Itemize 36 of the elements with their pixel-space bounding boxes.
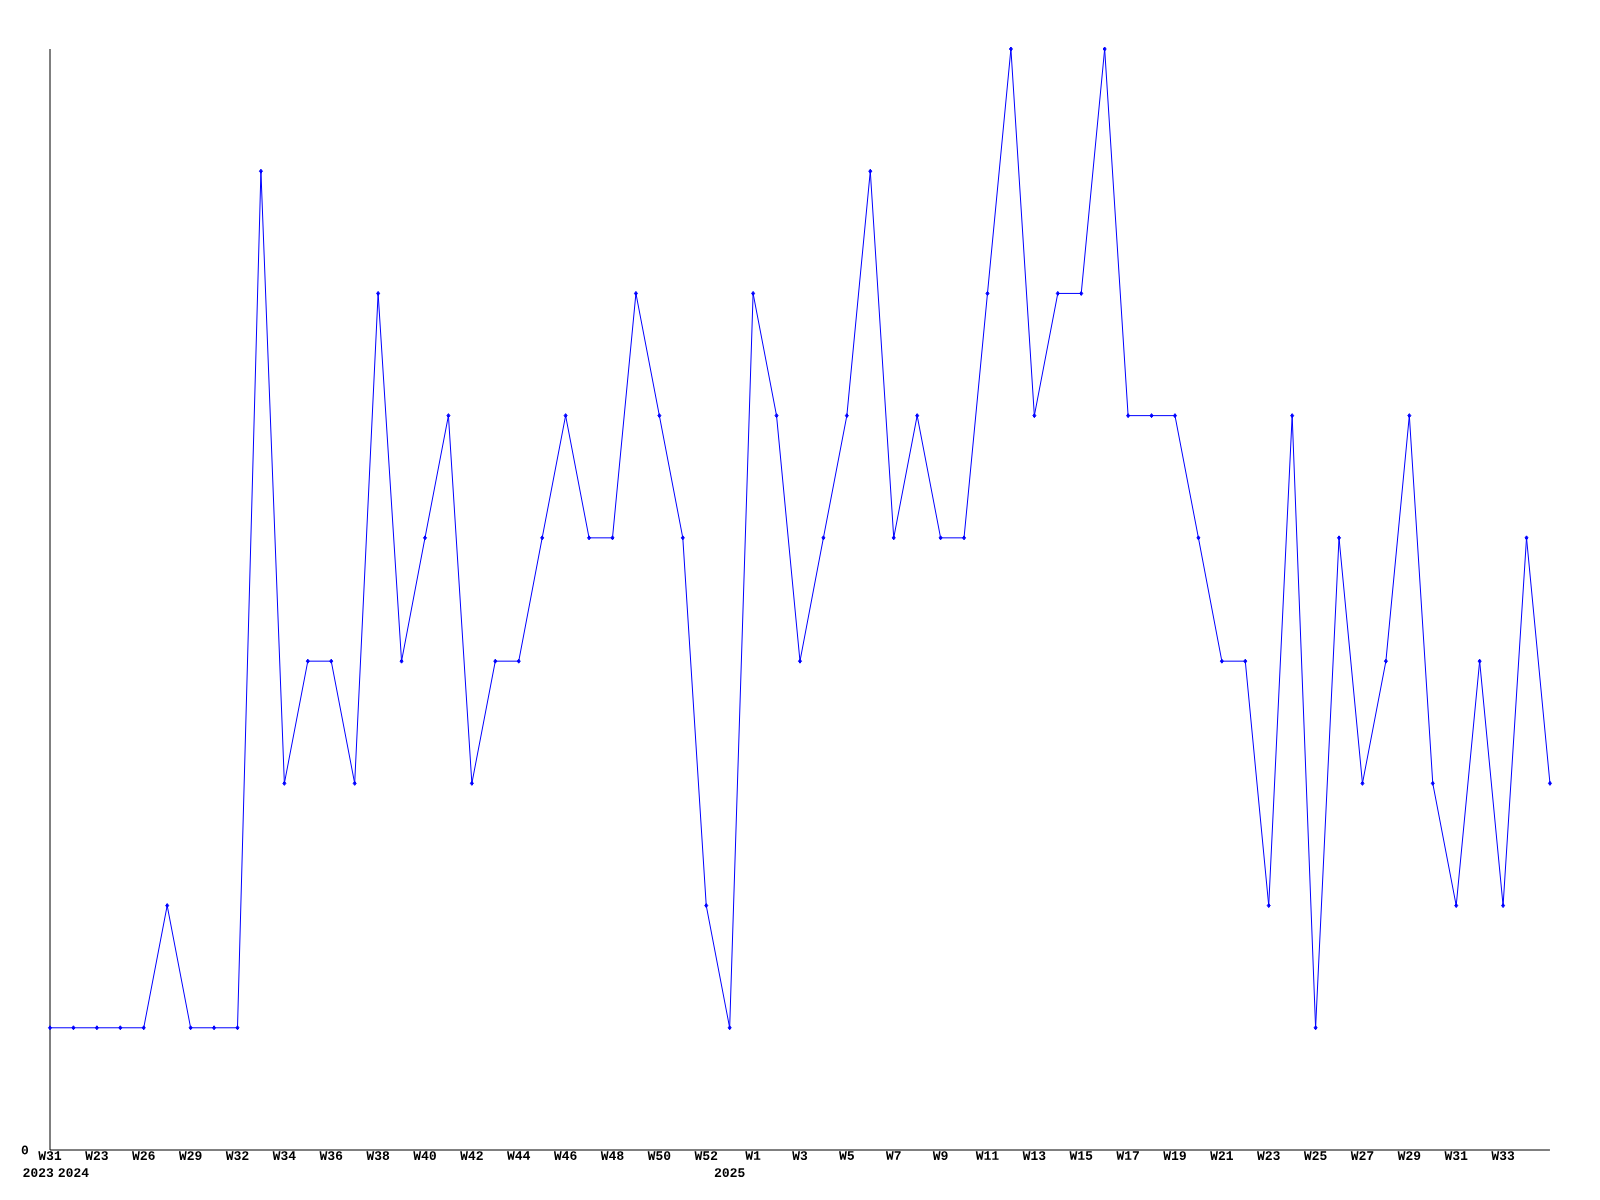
x-tick-label: W29 xyxy=(1397,1151,1421,1161)
x-tick-label: W21 xyxy=(1210,1151,1233,1160)
x-tick-label: W38 xyxy=(366,1151,390,1161)
x-tick-label: W26 xyxy=(132,1151,155,1161)
x-tick-label: W23 xyxy=(85,1151,108,1161)
x-tick-label: W19 xyxy=(1163,1151,1186,1161)
x-tick-label: W50 xyxy=(647,1151,671,1161)
x-tick-label: W5 xyxy=(839,1151,854,1160)
x-tick-label: W15 xyxy=(1069,1151,1093,1160)
text: 0 xyxy=(21,1145,29,1155)
x-tick-label: W31 xyxy=(38,1151,62,1161)
x-tick-label: W40 xyxy=(413,1151,436,1161)
x-tick-label: W34 xyxy=(272,1151,296,1161)
x-tick-label: W31 xyxy=(1444,1151,1468,1161)
x-tick-label: W42 xyxy=(460,1151,483,1160)
x-tick-label: W17 xyxy=(1116,1151,1139,1160)
x-tick-label: W13 xyxy=(1022,1151,1046,1161)
x-tick-label: W32 xyxy=(225,1151,249,1161)
x-tick-label: W1 xyxy=(745,1151,761,1160)
x-tick-label: W27 xyxy=(1350,1151,1374,1160)
x-tick-label: W25 xyxy=(1303,1151,1327,1161)
x-tick-label: W48 xyxy=(600,1151,624,1161)
x-tick-label: W52 xyxy=(694,1151,718,1161)
x-tick-label: W33 xyxy=(1491,1151,1515,1161)
x-tick-label: W44 xyxy=(507,1151,531,1160)
x-tick-label: 2025 xyxy=(714,1168,745,1178)
x-tick-label: W3 xyxy=(792,1151,808,1161)
x-tick-label: W7 xyxy=(885,1151,901,1160)
x-tick-label: W29 xyxy=(178,1151,202,1161)
x-tick-label: W36 xyxy=(319,1151,343,1161)
x-tick-label: W11 xyxy=(975,1151,999,1160)
x-tick-label: W9 xyxy=(932,1151,948,1161)
text: 2023 xyxy=(23,1168,54,1178)
x-tick-label: W23 xyxy=(1257,1151,1280,1161)
x-tick-label: W46 xyxy=(553,1151,577,1161)
x-tick-label: 2024 xyxy=(58,1168,89,1178)
